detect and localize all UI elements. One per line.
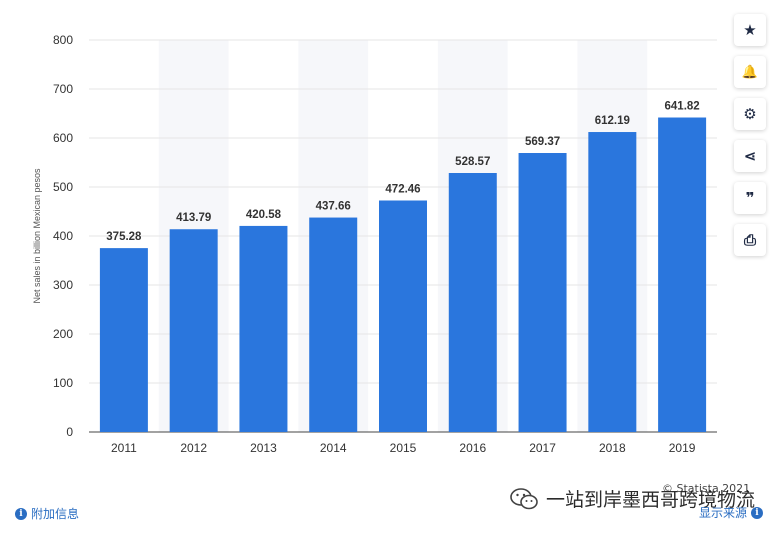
x-tick-label: 2013 <box>250 441 277 455</box>
data-label: 612.19 <box>595 115 630 127</box>
additional-info-link[interactable]: i 附加信息 <box>15 505 79 522</box>
bar <box>518 153 567 432</box>
bar <box>379 200 427 432</box>
wechat-logo-icon <box>510 487 538 510</box>
bar <box>239 225 288 432</box>
bell-icon[interactable]: 🔔 <box>734 56 766 88</box>
bar <box>588 132 637 432</box>
show-source-link[interactable]: 显示来源 i <box>699 504 763 521</box>
x-tick-label: 2011 <box>111 441 137 455</box>
x-tick-label: 2014 <box>320 441 347 455</box>
y-tick-label: 500 <box>53 180 73 194</box>
data-label: 641.82 <box>665 101 700 113</box>
info-icon: i <box>15 507 27 520</box>
x-tick-label: 2018 <box>599 441 626 455</box>
data-label: 420.58 <box>246 209 282 221</box>
y-tick-label: 100 <box>53 376 73 390</box>
data-label: 437.66 <box>316 201 351 213</box>
data-label: 413.79 <box>176 212 211 224</box>
bar <box>309 217 358 432</box>
watermark-text: 一站到岸墨西哥跨境物流 <box>546 489 756 511</box>
data-label: 472.46 <box>385 183 420 195</box>
y-tick-label: 700 <box>53 82 73 96</box>
chart-toolbar: ★ 🔔 ⚙ ⋖ ❞ ⎙ <box>734 14 768 266</box>
y-tick-label: 200 <box>53 327 73 341</box>
x-tick-label: 2016 <box>459 441 486 455</box>
x-tick-label: 2017 <box>529 441 556 455</box>
watermark: 一站到岸墨西哥跨境物流 <box>510 485 755 512</box>
bar <box>448 173 497 432</box>
y-tick-label: 400 <box>53 229 73 243</box>
x-tick-label: 2015 <box>390 441 417 455</box>
y-axis-label: Net sales in billion Mexican pesos <box>32 168 42 304</box>
data-label: 528.57 <box>455 156 490 168</box>
share-icon[interactable]: ⋖ <box>734 140 766 172</box>
bar <box>169 229 218 432</box>
gear-icon[interactable]: ⚙ <box>734 98 766 130</box>
quote-icon[interactable]: ❞ <box>734 182 766 214</box>
y-tick-label: 0 <box>66 425 73 439</box>
data-label: 569.37 <box>525 136 560 148</box>
data-label: 375.28 <box>106 231 142 243</box>
bar <box>99 248 148 432</box>
x-tick-label: 2019 <box>669 441 696 455</box>
bar <box>658 117 707 432</box>
y-tick-label: 600 <box>53 131 73 145</box>
x-tick-label: 2012 <box>180 441 207 455</box>
copyright-notice: © Statista 2021 <box>662 482 751 495</box>
y-tick-label: 800 <box>53 33 73 47</box>
star-icon[interactable]: ★ <box>734 14 766 46</box>
show-source-label: 显示来源 <box>698 506 747 520</box>
y-tick-label: 300 <box>53 278 73 292</box>
additional-info-label: 附加信息 <box>31 507 80 521</box>
print-icon[interactable]: ⎙ <box>734 224 766 256</box>
info-icon: i <box>751 506 763 519</box>
